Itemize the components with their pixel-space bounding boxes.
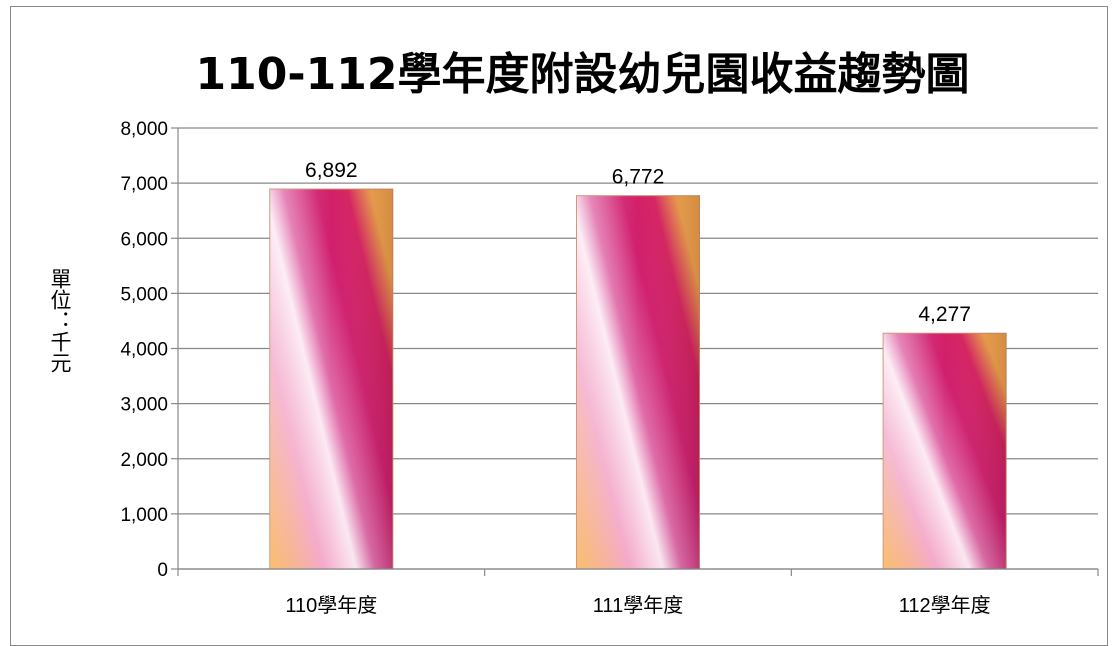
y-tick-label: 3,000 <box>120 395 168 416</box>
y-tick-label: 7,000 <box>120 174 168 195</box>
x-tick-label: 111學年度 <box>593 594 683 617</box>
y-tick-label: 0 <box>157 560 168 581</box>
value-label: 6,892 <box>305 159 358 182</box>
x-axis <box>177 568 1099 576</box>
value-labels: 6,892 6,772 4,277 <box>305 159 971 326</box>
bar-shade <box>576 195 700 570</box>
bar-shade <box>269 189 393 570</box>
value-label: 6,772 <box>612 166 665 189</box>
y-tick-label: 5,000 <box>120 284 168 305</box>
chart-title: 110-112學年度附設幼兒園收益趨勢圖 <box>195 49 970 100</box>
bar-shade <box>883 333 1007 569</box>
bars <box>269 188 1007 570</box>
y-tick-label: 4,000 <box>120 340 168 361</box>
x-tick-label: 110學年度 <box>285 594 377 617</box>
y-tick-label: 6,000 <box>120 229 168 250</box>
y-axis-label: 單位：千元 <box>48 268 72 373</box>
y-tick-label: 8,000 <box>120 119 168 140</box>
value-label: 4,277 <box>918 303 971 326</box>
y-tick-labels: 0 1,000 2,000 3,000 4,000 5,000 6,000 7,000 8,00… <box>120 119 168 581</box>
x-tick-label: 112學年度 <box>899 594 991 617</box>
plot-area: 0 1,000 2,000 3,000 4,000 5,000 6,000 7,000 8,00… <box>120 119 1099 617</box>
y-tick-label: 2,000 <box>120 450 168 471</box>
x-tick-labels: 110學年度 111學年度 112學年度 <box>285 594 990 617</box>
y-tick-label: 1,000 <box>120 505 168 526</box>
